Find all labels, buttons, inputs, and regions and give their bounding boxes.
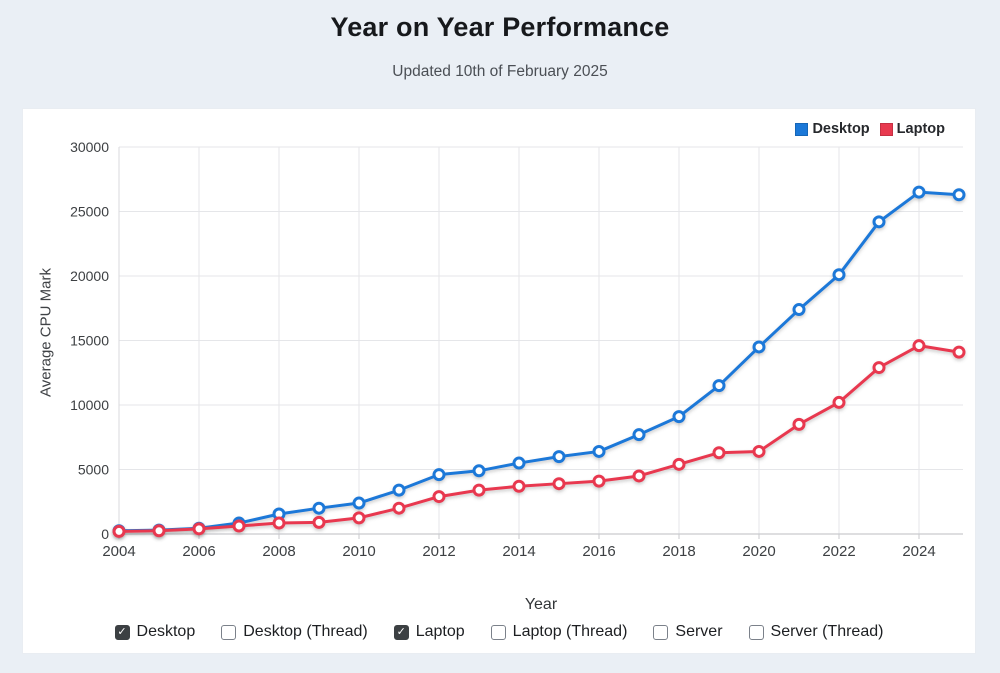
data-point-laptop-2010[interactable] xyxy=(352,511,366,525)
data-point-desktop-2019[interactable] xyxy=(712,379,726,393)
x-tick-label: 2008 xyxy=(262,543,295,560)
x-tick-label: 2018 xyxy=(662,543,695,560)
x-tick-label: 2006 xyxy=(182,543,215,560)
data-point-desktop-2017[interactable] xyxy=(632,428,646,442)
data-point-desktop-2010[interactable] xyxy=(352,496,366,510)
data-point-desktop-2025[interactable] xyxy=(952,188,966,202)
unchecked-checkbox-icon[interactable] xyxy=(653,624,669,640)
legend-swatch-laptop xyxy=(879,122,893,136)
data-point-laptop-2020[interactable] xyxy=(752,444,766,458)
data-point-laptop-2009[interactable] xyxy=(312,515,326,529)
filter-laptop[interactable]: ✓ Laptop xyxy=(393,623,465,641)
cpu-mark-line-chart[interactable]: 0 5000 10000 15000 20000 25000 30000 2004 2006 20… xyxy=(23,109,977,619)
filter-desktop[interactable]: ✓ Desktop xyxy=(114,623,196,641)
x-tick-label: 2012 xyxy=(422,543,455,560)
filter-laptop-thread[interactable]: Laptop (Thread) xyxy=(490,623,628,641)
legend-label: Desktop xyxy=(812,121,870,137)
y-tick-label: 10000 xyxy=(70,397,109,413)
y-tick-label: 0 xyxy=(101,526,109,542)
data-point-desktop-2014[interactable] xyxy=(512,456,526,470)
data-point-laptop-2025[interactable] xyxy=(952,345,966,359)
filter-label: Desktop (Thread) xyxy=(243,623,368,640)
data-point-desktop-2013[interactable] xyxy=(472,464,486,478)
data-point-laptop-2005[interactable] xyxy=(152,524,166,538)
checked-checkbox-icon[interactable]: ✓ xyxy=(114,624,130,640)
filter-server-thread[interactable]: Server (Thread) xyxy=(748,623,884,641)
chart-panel: 0 5000 10000 15000 20000 25000 30000 2004 2006 20… xyxy=(22,108,976,654)
data-point-desktop-2009[interactable] xyxy=(312,501,326,515)
x-tick-label: 2024 xyxy=(902,543,935,560)
legend-label: Laptop xyxy=(896,121,945,137)
series-line-desktop xyxy=(117,190,961,533)
x-axis-title: Year xyxy=(524,596,558,613)
data-point-laptop-2018[interactable] xyxy=(672,457,686,471)
data-point-laptop-2015[interactable] xyxy=(552,477,566,491)
data-point-desktop-2021[interactable] xyxy=(792,303,806,317)
data-point-desktop-2024[interactable] xyxy=(912,185,926,199)
x-tick-label: 2014 xyxy=(502,543,535,560)
data-point-laptop-2023[interactable] xyxy=(872,361,886,375)
filter-label: Desktop xyxy=(136,623,196,640)
data-point-laptop-2024[interactable] xyxy=(912,339,926,353)
filter-server[interactable]: Server xyxy=(653,623,723,641)
data-point-desktop-2011[interactable] xyxy=(392,483,406,497)
series-filter-row: ✓ Desktop Desktop (Thread) ✓ Laptop Laptop (T… xyxy=(23,623,975,641)
unchecked-checkbox-icon[interactable] xyxy=(748,624,764,640)
y-tick-label: 5000 xyxy=(78,462,109,478)
data-point-desktop-2020[interactable] xyxy=(752,340,766,354)
data-point-laptop-2013[interactable] xyxy=(472,483,486,497)
checked-checkbox-icon[interactable]: ✓ xyxy=(393,624,409,640)
series-line-laptop xyxy=(117,344,961,533)
filter-label: Server (Thread) xyxy=(770,623,884,640)
x-tick-label: 2010 xyxy=(342,543,375,560)
y-tick-label: 20000 xyxy=(70,268,109,284)
legend-item-laptop[interactable]: Laptop xyxy=(879,121,945,137)
chart-legend: Desktop Laptop xyxy=(795,121,945,137)
data-point-laptop-2019[interactable] xyxy=(712,446,726,460)
data-point-desktop-2015[interactable] xyxy=(552,450,566,464)
page-title: Year on Year Performance xyxy=(330,12,670,42)
data-point-laptop-2011[interactable] xyxy=(392,501,406,515)
data-point-desktop-2016[interactable] xyxy=(592,444,606,458)
data-point-desktop-2012[interactable] xyxy=(432,468,446,482)
unchecked-checkbox-icon[interactable] xyxy=(221,624,237,640)
data-point-desktop-2023[interactable] xyxy=(872,215,886,229)
unchecked-checkbox-icon[interactable] xyxy=(490,624,506,640)
y-tick-label: 25000 xyxy=(70,204,109,220)
filter-desktop-thread[interactable]: Desktop (Thread) xyxy=(221,623,368,641)
x-tick-label: 2020 xyxy=(742,543,775,560)
x-tick-label: 2016 xyxy=(582,543,615,560)
legend-swatch-desktop xyxy=(795,122,809,136)
x-tick-label: 2022 xyxy=(822,543,855,560)
data-point-laptop-2008[interactable] xyxy=(272,516,286,530)
data-point-desktop-2018[interactable] xyxy=(672,410,686,424)
legend-item-desktop[interactable]: Desktop xyxy=(795,121,870,137)
data-point-laptop-2017[interactable] xyxy=(632,469,646,483)
y-axis-title: Average CPU Mark xyxy=(37,268,55,397)
data-point-laptop-2007[interactable] xyxy=(232,519,246,533)
data-point-desktop-2022[interactable] xyxy=(832,268,846,282)
data-point-laptop-2004[interactable] xyxy=(112,524,126,538)
y-tick-label: 30000 xyxy=(70,139,109,155)
data-point-laptop-2022[interactable] xyxy=(832,395,846,409)
filter-label: Laptop (Thread) xyxy=(512,623,628,640)
filter-label: Laptop xyxy=(415,623,465,640)
series-laptop xyxy=(112,339,966,538)
data-point-laptop-2006[interactable] xyxy=(192,522,206,536)
data-point-laptop-2014[interactable] xyxy=(512,479,526,493)
data-point-laptop-2016[interactable] xyxy=(592,474,606,488)
y-tick-label: 15000 xyxy=(70,333,109,349)
data-point-laptop-2012[interactable] xyxy=(432,490,446,504)
filter-label: Server xyxy=(675,623,723,640)
x-tick-label: 2004 xyxy=(102,543,135,560)
page-subtitle: Updated 10th of February 2025 xyxy=(392,63,608,80)
data-point-laptop-2021[interactable] xyxy=(792,417,806,431)
